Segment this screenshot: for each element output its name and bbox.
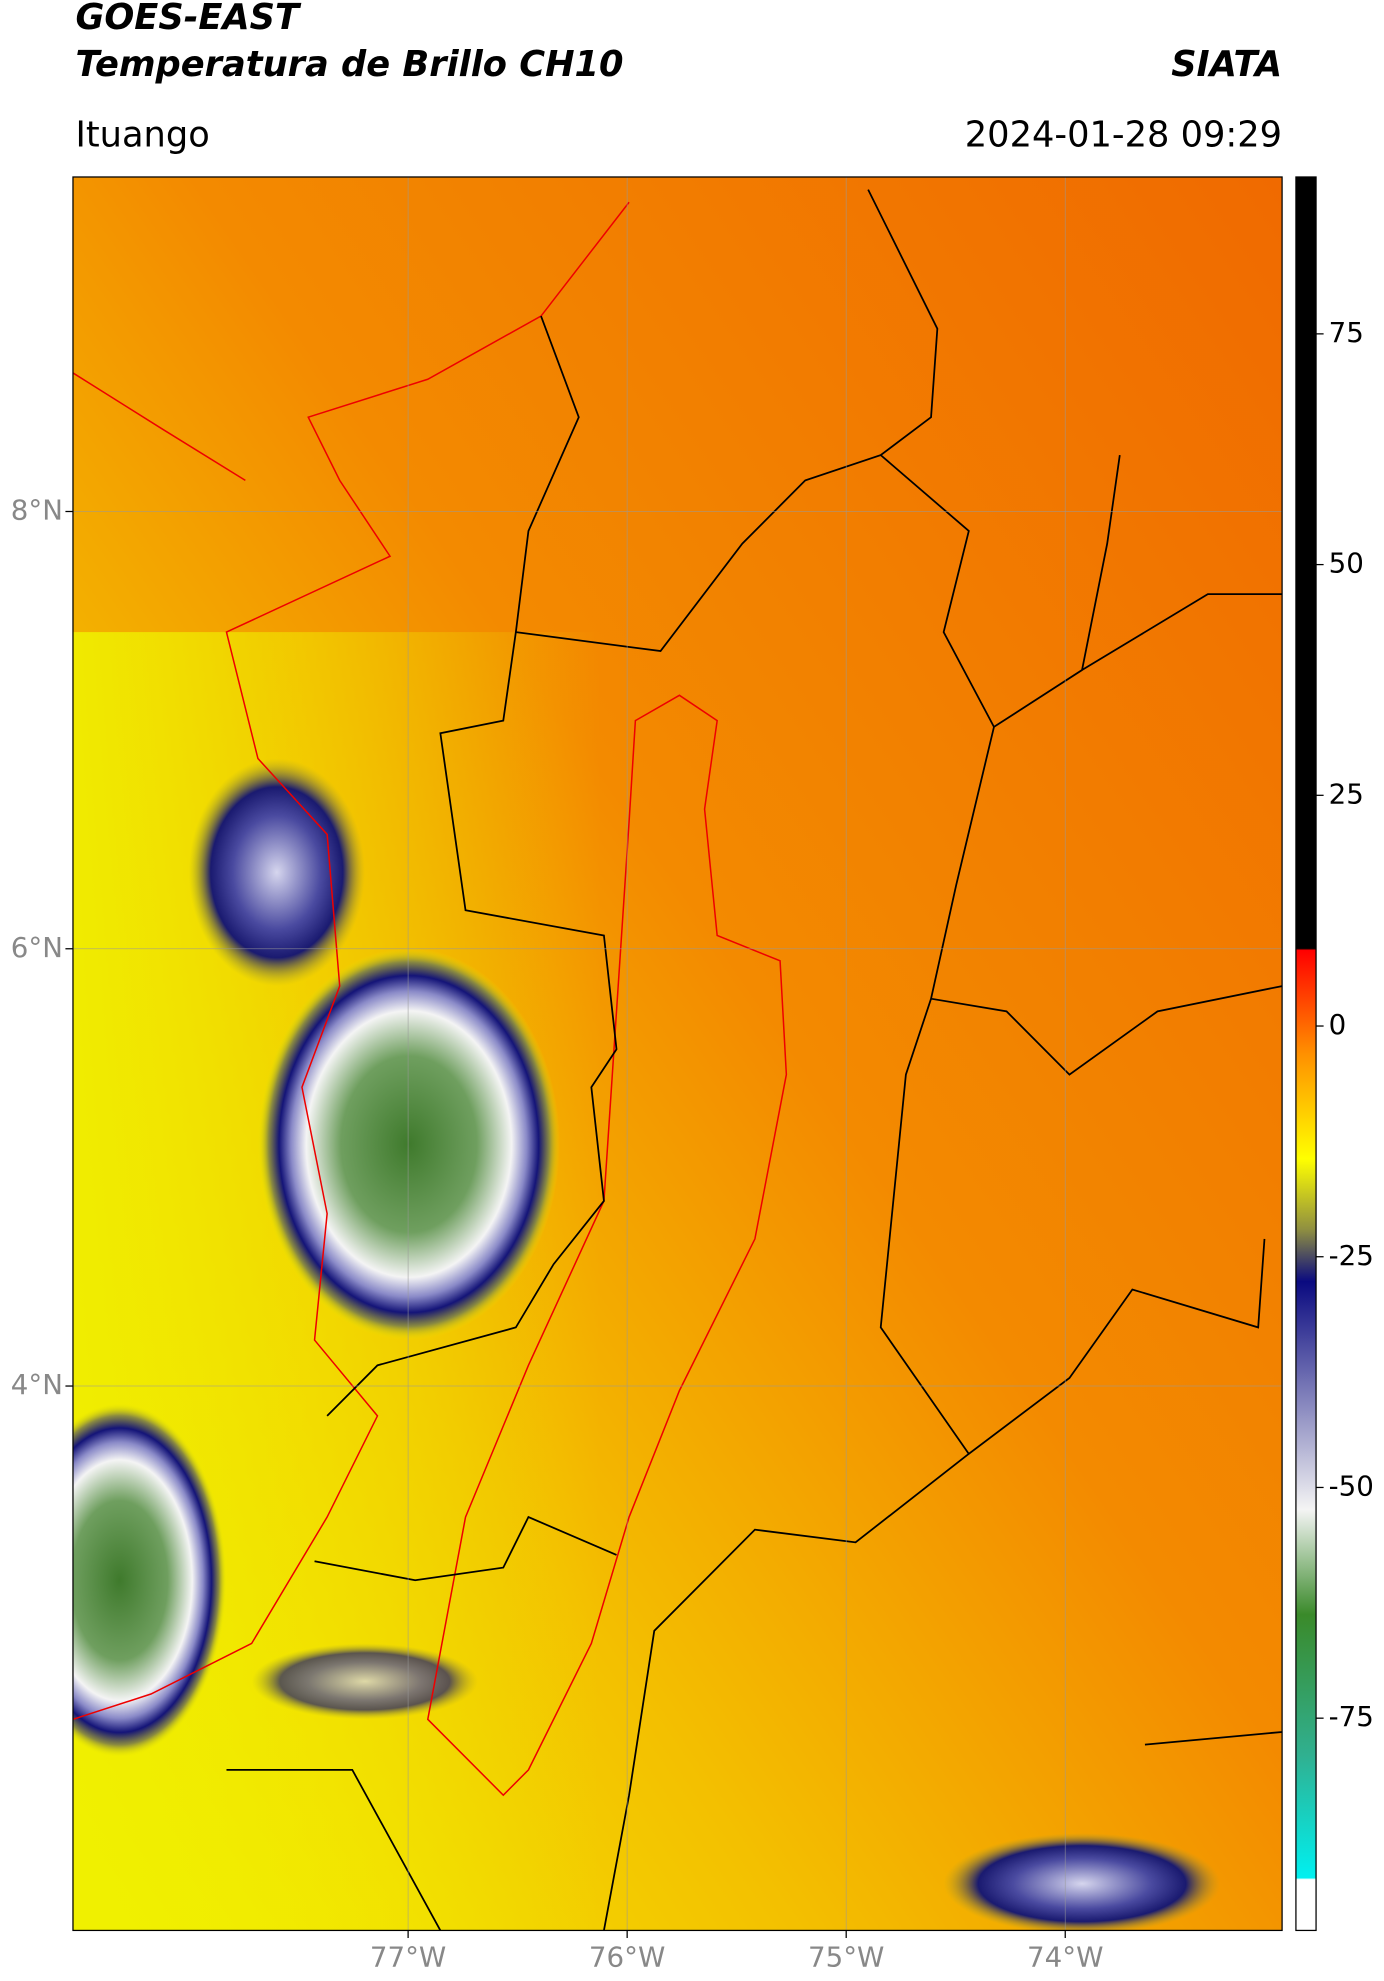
lat-tick-label: 8°N [11, 493, 63, 526]
cloud [943, 1833, 1221, 1931]
border [72, 201, 630, 1721]
lon-tick-label: 76°W [589, 1940, 665, 1973]
cloud [188, 758, 365, 987]
department-border [426, 694, 788, 1797]
colorbar-tick-label: 50 [1329, 547, 1364, 580]
title: GOES-EAST [75, 0, 301, 38]
colorbar [1295, 176, 1317, 1932]
map-frame [72, 176, 1283, 1932]
datetime: 2024-01-28 09:29 [965, 114, 1282, 155]
cloud [72, 1403, 227, 1758]
lat-tick-label: 6°N [11, 931, 63, 964]
brand: SIATA [1171, 44, 1282, 85]
lon-tick-label: 75°W [808, 1940, 884, 1973]
border [226, 189, 1283, 1931]
lat-tick-label: 4°N [11, 1368, 63, 1401]
colorbar-tick-label: 75 [1329, 316, 1364, 349]
region: Ituango [75, 114, 209, 155]
cloud [251, 1643, 479, 1720]
cloud [257, 948, 560, 1341]
colorbar-tick-label: 25 [1329, 777, 1364, 810]
colorbar-tick-label: -50 [1329, 1469, 1374, 1502]
subtitle: Temperatura de Brillo CH10 [75, 44, 623, 85]
lon-tick-label: 74°W [1027, 1940, 1103, 1973]
lon-tick-label: 77°W [370, 1940, 446, 1973]
colorbar-tick-label: 0 [1329, 1008, 1347, 1041]
colorbar-tick-label: -25 [1329, 1239, 1374, 1272]
map [72, 176, 1283, 1931]
colorbar-tick-label: -75 [1329, 1700, 1374, 1733]
